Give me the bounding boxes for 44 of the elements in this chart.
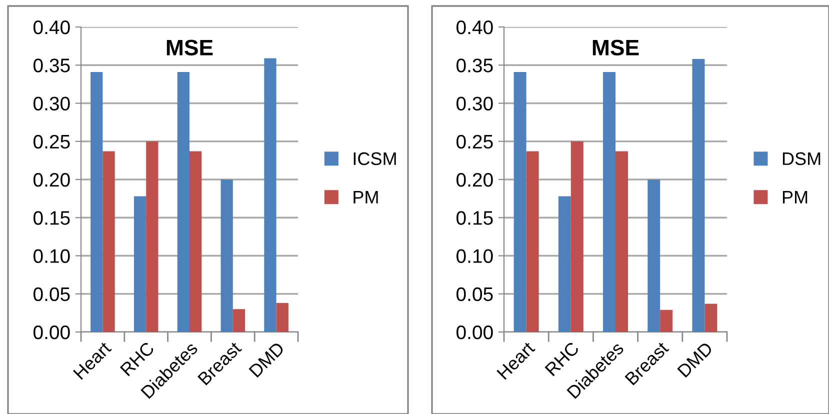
y-tick-label: 0.40 bbox=[34, 20, 70, 34]
y-tick-label: 0.20 bbox=[34, 172, 70, 187]
bar bbox=[190, 151, 202, 332]
bar bbox=[134, 196, 146, 332]
y-tick-label: 0.10 bbox=[34, 249, 70, 263]
bar bbox=[570, 141, 584, 332]
chart-title: MSE bbox=[166, 40, 213, 56]
bar bbox=[276, 303, 288, 332]
y-tick-label: 0.10 bbox=[456, 249, 493, 263]
chart-title: MSE bbox=[592, 40, 639, 56]
y-tick-label: 0.15 bbox=[456, 211, 493, 225]
y-tick-label: 0.30 bbox=[456, 96, 493, 110]
bar bbox=[603, 72, 616, 332]
legend-label: PM bbox=[782, 190, 808, 204]
legend-label: PM bbox=[354, 190, 378, 204]
y-tick-label: 0.35 bbox=[456, 58, 493, 72]
y-tick-label: 0.25 bbox=[34, 134, 70, 149]
legend-label: DSM bbox=[782, 152, 820, 166]
bar bbox=[526, 151, 539, 332]
bar bbox=[660, 310, 673, 332]
y-tick-label: 0.40 bbox=[456, 20, 493, 34]
bar bbox=[220, 180, 233, 332]
bar bbox=[146, 141, 158, 332]
y-tick-label: 0.25 bbox=[456, 134, 493, 149]
y-tick-label: 0.05 bbox=[34, 287, 70, 302]
y-tick-label: 0.30 bbox=[34, 96, 70, 110]
y-tick-label: 0.20 bbox=[456, 172, 493, 187]
y-tick-label: 0.00 bbox=[34, 325, 70, 340]
bar bbox=[692, 59, 705, 332]
y-tick-label: 0.00 bbox=[456, 325, 493, 340]
bar bbox=[264, 58, 276, 332]
bar bbox=[232, 309, 246, 332]
y-tick-label: 0.05 bbox=[456, 287, 493, 302]
bar bbox=[177, 72, 190, 332]
bar bbox=[648, 180, 660, 332]
bar bbox=[616, 151, 628, 332]
bar bbox=[558, 196, 571, 332]
bar bbox=[514, 72, 526, 332]
bar bbox=[704, 304, 718, 332]
legend-label: ICSM bbox=[354, 152, 396, 166]
y-tick-label: 0.15 bbox=[34, 211, 70, 225]
y-tick-label: 0.35 bbox=[34, 58, 70, 72]
bar bbox=[90, 72, 103, 332]
bar bbox=[102, 151, 115, 332]
